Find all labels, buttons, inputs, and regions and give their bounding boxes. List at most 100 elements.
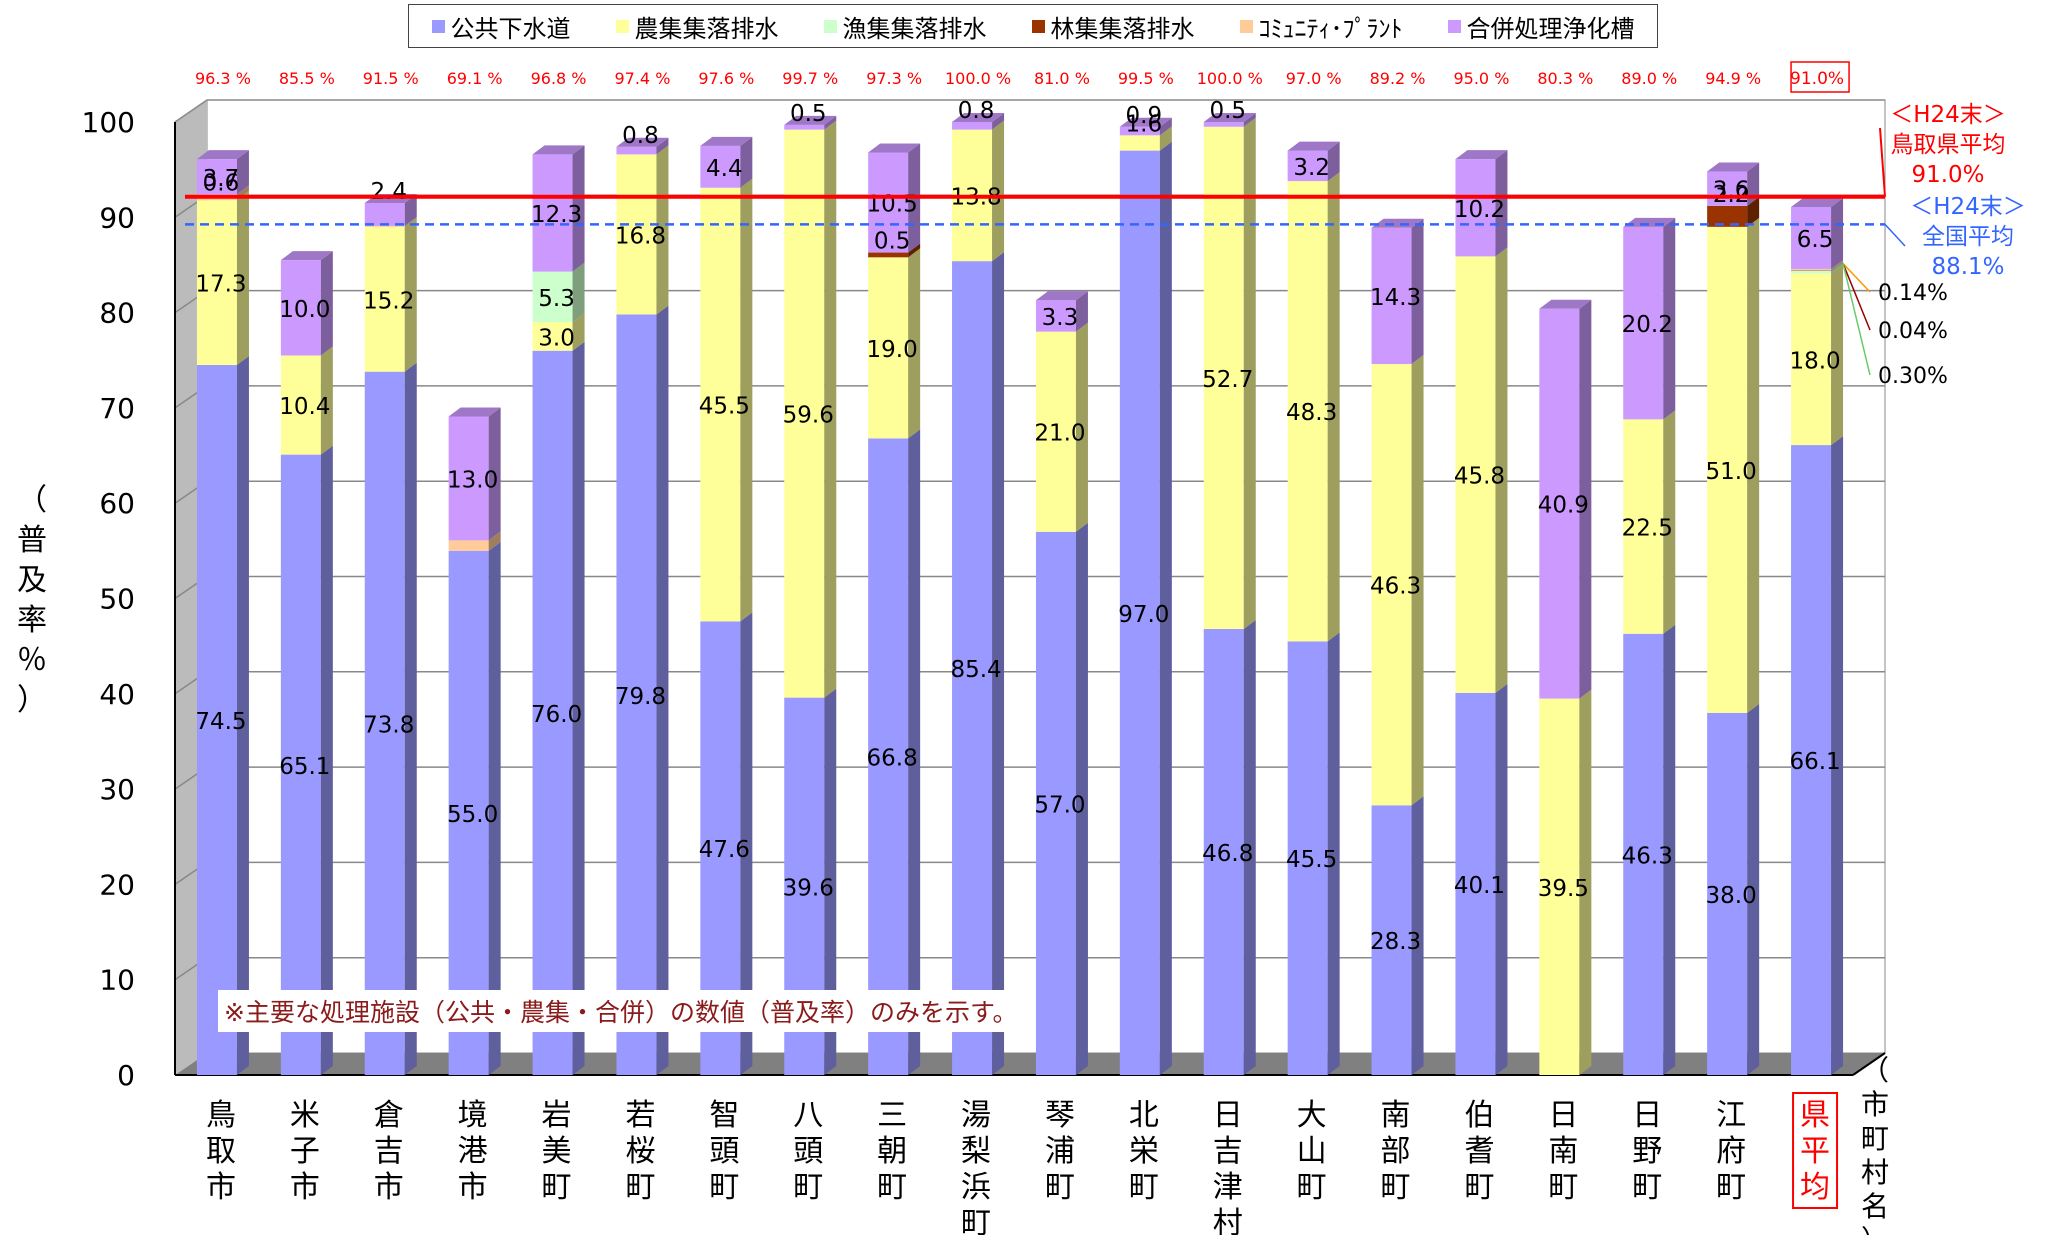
bar-segment bbox=[1035, 531, 1076, 1075]
bar-segment bbox=[1119, 135, 1160, 151]
data-label: 40.9 bbox=[1538, 493, 1589, 519]
bar-18: 38.051.02.23.6 bbox=[1706, 162, 1760, 1075]
bar-segment bbox=[1623, 226, 1664, 420]
category-label-char: 朝 bbox=[877, 1134, 907, 1169]
bar-top bbox=[1287, 141, 1340, 151]
data-label: 28.3 bbox=[1370, 929, 1421, 955]
reference-leader bbox=[1884, 223, 1906, 247]
bar-segment bbox=[784, 124, 825, 130]
bar-segment bbox=[364, 225, 405, 227]
legend-item-3: 林集集落排水 bbox=[1031, 9, 1195, 44]
bar-9: 85.413.80.8 bbox=[950, 98, 1005, 1075]
bar-segment bbox=[868, 438, 909, 1075]
category-label-char: 町 bbox=[961, 1206, 991, 1235]
legend-item-5: 合併処理浄化槽 bbox=[1447, 9, 1635, 44]
category-label-char: 伯 bbox=[1464, 1098, 1494, 1133]
y-tick-label: 20 bbox=[99, 868, 135, 901]
bar-13: 45.5 48.3 3.2 bbox=[1286, 141, 1340, 1075]
total-label: 85.5 % bbox=[279, 69, 335, 88]
bar-19: 66.1 18.0 6.5 bbox=[1789, 198, 1844, 1075]
total-label: 100.0 % bbox=[1197, 69, 1263, 88]
y-tick-label: 90 bbox=[99, 201, 135, 234]
category-label-char: 大 bbox=[1297, 1098, 1327, 1133]
legend-item-0: 公共下水道 bbox=[431, 9, 571, 44]
data-label: 21.0 bbox=[1034, 421, 1085, 447]
data-label: 85.4 bbox=[950, 657, 1001, 683]
data-label: 0.5 bbox=[1209, 98, 1246, 124]
bar-segment bbox=[448, 550, 489, 1075]
bar-top bbox=[616, 137, 669, 147]
data-label: 55.0 bbox=[447, 802, 498, 828]
bar-segment bbox=[448, 416, 489, 541]
bar-segment bbox=[280, 260, 321, 356]
bar-segment-side bbox=[1243, 117, 1256, 629]
callout-label: 0.14% bbox=[1878, 281, 1948, 306]
category-label-char: 山 bbox=[1297, 1134, 1327, 1169]
data-label: 4.4 bbox=[706, 156, 743, 182]
category-label-char: 野 bbox=[1632, 1134, 1662, 1169]
reference-label: 88.1% bbox=[1931, 254, 2004, 280]
total-label: 89.0 % bbox=[1621, 69, 1677, 88]
bar-segment bbox=[952, 122, 993, 130]
bar-top bbox=[868, 143, 921, 153]
y-axis-label-char: ％ bbox=[17, 643, 47, 678]
bar-segment-side bbox=[1411, 355, 1424, 806]
category-label-char: 市 bbox=[374, 1170, 404, 1205]
bar-top bbox=[1119, 117, 1172, 127]
category-label-char: 浜 bbox=[961, 1170, 991, 1205]
x-axis-label-char: （ bbox=[1861, 1054, 1889, 1087]
bar-segment bbox=[616, 314, 657, 1076]
bar-segment-side bbox=[1495, 150, 1508, 257]
category-label-char: 町 bbox=[793, 1170, 823, 1205]
bar-segment-side bbox=[992, 252, 1005, 1075]
data-label: 45.5 bbox=[1286, 847, 1337, 873]
bar-segment-side bbox=[572, 313, 585, 351]
bar-11: 97.0 1.60.9 bbox=[1118, 103, 1172, 1076]
bar-segment bbox=[364, 371, 405, 1075]
bar-segment-side bbox=[824, 115, 837, 130]
bar-segment-side bbox=[1243, 619, 1256, 1075]
bar-segment-side bbox=[1831, 264, 1844, 446]
data-label: 5.3 bbox=[538, 286, 575, 312]
bar-segment bbox=[952, 261, 993, 1075]
data-label: 38.0 bbox=[1706, 883, 1757, 909]
y-axis-label-char: 及 bbox=[17, 563, 47, 598]
bar-segment-side bbox=[236, 150, 249, 195]
category-label-char: 南 bbox=[1548, 1134, 1578, 1169]
category-label-char: 鳥 bbox=[206, 1098, 236, 1133]
bar-segment-side bbox=[236, 356, 249, 1075]
data-label: 0.8 bbox=[958, 98, 995, 124]
bar-segment-side bbox=[1663, 217, 1676, 420]
bar-top bbox=[1455, 150, 1508, 160]
reference-label: ＜H24末＞ bbox=[1890, 102, 2006, 128]
y-tick-label: 100 bbox=[82, 106, 135, 139]
bar-16: 39.5 40.9 bbox=[1538, 299, 1592, 1075]
bar-segment bbox=[532, 154, 573, 272]
total-label: 81.0 % bbox=[1034, 69, 1090, 88]
data-label: 65.1 bbox=[279, 754, 330, 780]
bar-segment-side bbox=[1831, 261, 1844, 274]
data-label: 14.3 bbox=[1370, 285, 1421, 311]
bar-0: 74.5 17.3 0.63.7 bbox=[195, 150, 249, 1075]
bar-segment-side bbox=[1663, 624, 1676, 1075]
bar-segment bbox=[1539, 698, 1580, 1075]
bar-segment-side bbox=[656, 137, 669, 155]
category-label-char: 南 bbox=[1381, 1098, 1411, 1133]
data-label: 39.6 bbox=[783, 875, 834, 901]
bar-segment-side bbox=[1327, 632, 1340, 1075]
category-label-char: 町 bbox=[1297, 1170, 1327, 1205]
bar-top bbox=[196, 150, 249, 160]
bar-segment-side bbox=[1411, 796, 1424, 1075]
bar-segment bbox=[1455, 159, 1496, 257]
y-axis-label-char: 普 bbox=[17, 523, 47, 558]
bar-segment bbox=[1035, 300, 1076, 332]
bar-segment bbox=[364, 226, 405, 372]
category-label-char: 頭 bbox=[793, 1134, 823, 1169]
bar-segment-side bbox=[740, 178, 753, 622]
bar-segment-side bbox=[572, 262, 585, 323]
data-label: 66.1 bbox=[1789, 749, 1840, 775]
bar-segment bbox=[1539, 308, 1580, 699]
bar-segment bbox=[1203, 122, 1244, 127]
bar-segment-side bbox=[404, 217, 417, 372]
category-label-char: 市 bbox=[290, 1170, 320, 1205]
